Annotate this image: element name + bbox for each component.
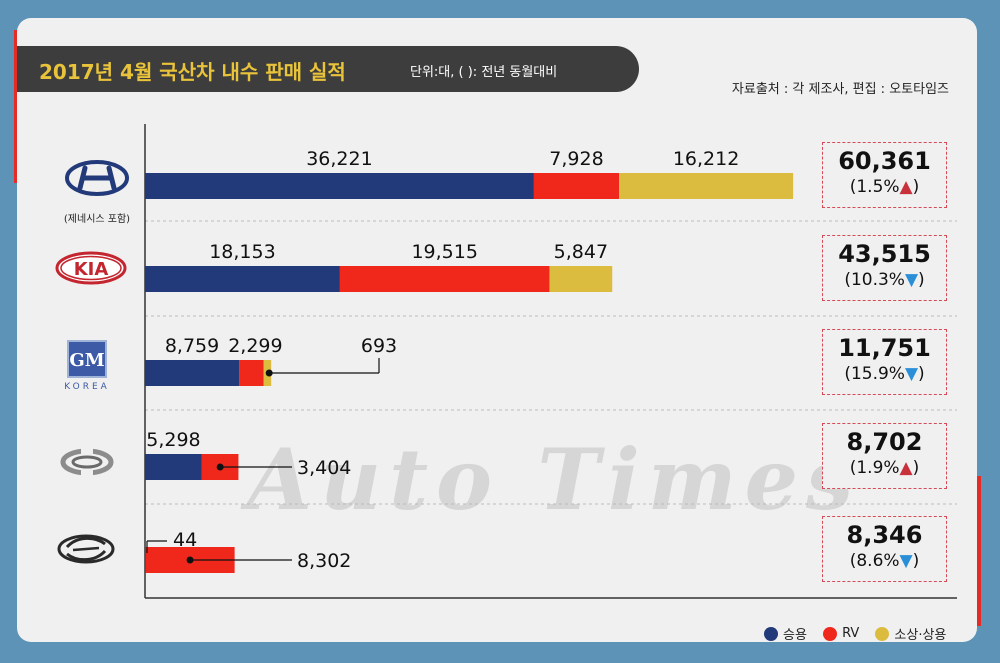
data-label: 693	[361, 335, 397, 357]
bar-segment	[145, 360, 240, 386]
left-accent-strip	[14, 30, 19, 183]
trend-down-icon: ▼	[904, 364, 919, 384]
right-accent-strip	[976, 476, 981, 626]
total-box-hyundai: 60,361 (1.5%▲)	[822, 142, 947, 208]
source-credit: 자료출처 : 각 제조사, 편집 : 오토타임즈	[731, 82, 949, 97]
data-label: 44	[173, 529, 197, 551]
gm-korea-logo: GM KOREA	[55, 340, 119, 402]
data-label: 3,404	[297, 457, 351, 479]
legend-item-passenger: 승용	[764, 624, 807, 642]
bar-segment	[145, 266, 340, 292]
gm-logo-sub: KOREA	[64, 382, 110, 392]
ssangyong-logo	[55, 530, 117, 568]
chart-title: 2017년 4월 국산차 내수 판매 실적	[39, 60, 346, 84]
total-box-gm-korea: 11,751 (15.9%▼)	[822, 329, 947, 395]
unit-note: 단위:대, ( ): 전년 동월대비	[410, 65, 558, 80]
data-label: 7,928	[549, 148, 603, 170]
chart-legend: 승용 RV 소상·상용	[752, 624, 946, 642]
data-label: 18,153	[209, 241, 275, 263]
total-box-renault-samsung: 8,702 (1.9%▲)	[822, 423, 947, 489]
infographic-panel: 2017년 4월 국산차 내수 판매 실적 단위:대, ( ): 전년 동월대비…	[17, 18, 977, 642]
total-value: 8,346	[846, 521, 923, 549]
hyundai-logo: (제네시스 포함)	[47, 156, 147, 225]
watermark-text: Auto Times	[247, 430, 862, 529]
change-value: (8.6%▼)	[849, 551, 920, 571]
title-bar: 2017년 4월 국산차 내수 판매 실적 단위:대, ( ): 전년 동월대비	[17, 46, 639, 92]
bar-segment	[239, 360, 264, 386]
bar-segment	[145, 454, 202, 480]
total-value: 43,515	[838, 240, 931, 268]
kia-logo: KIA	[55, 250, 127, 286]
data-label: 5,298	[146, 429, 200, 451]
total-box-kia: 43,515 (10.3%▼)	[822, 235, 947, 301]
total-box-ssangyong: 8,346 (8.6%▼)	[822, 516, 947, 582]
total-value: 60,361	[838, 147, 931, 175]
kia-logo-text: KIA	[74, 259, 109, 280]
trend-down-icon: ▼	[899, 551, 913, 571]
renault-samsung-logo	[57, 444, 117, 480]
change-value: (10.3%▼)	[844, 270, 925, 290]
change-value: (1.9%▲)	[849, 458, 920, 478]
legend-dot-rv	[823, 626, 838, 641]
legend-item-rv: RV	[823, 626, 859, 641]
data-label: 8,759	[165, 335, 219, 357]
data-label: 8,302	[297, 550, 351, 572]
legend-dot-commercial	[875, 626, 890, 641]
bar-chart: 36,221 7,928 16,212 18,153 19,515 5,847 8,759 2…	[144, 124, 957, 599]
bar-segment	[145, 173, 534, 199]
bar-segment	[339, 266, 550, 292]
bar-segment	[549, 266, 613, 292]
legend-item-commercial: 소상·상용	[875, 624, 946, 642]
gm-logo-badge: GM	[67, 340, 107, 378]
data-label: 5,847	[554, 241, 608, 263]
total-value: 8,702	[846, 428, 923, 456]
total-value: 11,751	[838, 334, 931, 362]
hyundai-sublabel: (제네시스 포함)	[63, 214, 131, 225]
legend-dot-passenger	[764, 626, 778, 641]
trend-down-icon: ▼	[904, 270, 919, 290]
data-label: 2,299	[228, 335, 282, 357]
change-value: (15.9%▼)	[844, 364, 925, 384]
data-label: 16,212	[673, 148, 739, 170]
data-label: 19,515	[411, 241, 477, 263]
bar-segment	[619, 173, 794, 199]
trend-up-icon: ▲	[899, 458, 913, 478]
change-value: (1.5%▲)	[849, 177, 920, 197]
trend-up-icon: ▲	[899, 177, 913, 197]
data-label: 36,221	[306, 148, 372, 170]
bar-segment	[533, 173, 620, 199]
